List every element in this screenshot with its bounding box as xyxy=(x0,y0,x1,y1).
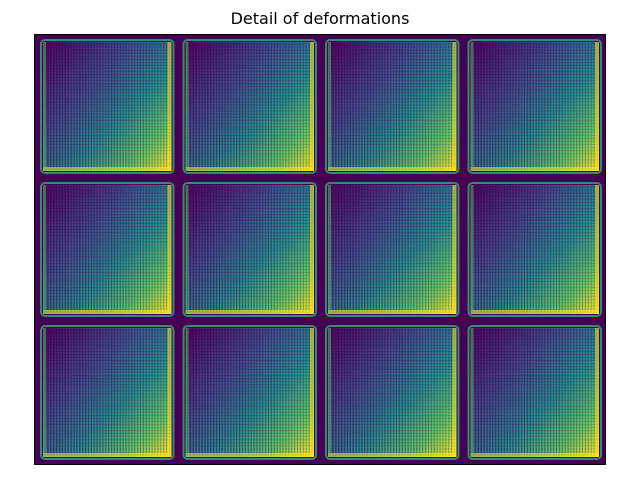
deformation-image xyxy=(34,34,606,465)
deformation-tile xyxy=(325,182,460,317)
deformation-tile xyxy=(467,39,602,174)
deformation-tile xyxy=(467,325,602,460)
deformation-tile xyxy=(182,39,317,174)
deformation-tile xyxy=(40,325,175,460)
deformation-tile xyxy=(467,182,602,317)
figure-title: Detail of deformations xyxy=(230,9,410,28)
deformation-tile xyxy=(182,182,317,317)
deformation-tile xyxy=(325,39,460,174)
deformation-tile xyxy=(325,325,460,460)
deformation-tile xyxy=(182,325,317,460)
deformation-tile xyxy=(40,39,175,174)
deformation-grid xyxy=(40,39,602,460)
deformation-tile xyxy=(40,182,175,317)
